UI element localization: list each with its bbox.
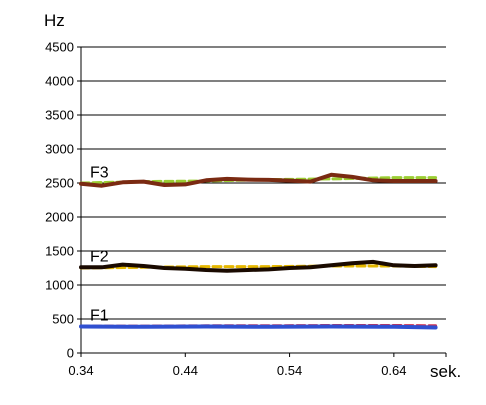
x-tick-label: 0.44 [173, 363, 198, 378]
y-tick-label: 1500 [45, 244, 74, 259]
y-tick-label: 500 [52, 312, 74, 327]
series-line-f2 [79, 259, 438, 273]
series-labels: F3 F2 F1 [90, 165, 109, 325]
y-tick-label: 1000 [45, 278, 74, 293]
series-line-f1 [79, 324, 438, 330]
series-lines [79, 172, 438, 330]
series-label-f2: F2 [90, 248, 109, 265]
y-tick-label: 2500 [45, 176, 74, 191]
y-tick-label: 0 [67, 346, 74, 361]
y-tick-label: 4000 [45, 74, 74, 89]
x-axis-unit-label: sek. [430, 362, 461, 381]
x-tick-label: 0.64 [381, 363, 406, 378]
y-tick-label: 4500 [45, 40, 74, 55]
x-tick-label: 0.34 [68, 363, 93, 378]
y-tick-labels: 0 500 1000 1500 2000 2500 3000 3500 4000 4500 [45, 40, 74, 361]
series-label-f1: F1 [90, 307, 109, 324]
axes [77, 46, 447, 357]
series-line-f3 [79, 172, 438, 188]
y-tick-label: 3500 [45, 108, 74, 123]
x-tick-label: 0.54 [277, 363, 302, 378]
x-tick-labels: 0.34 0.44 0.54 0.64 [68, 363, 406, 378]
series-label-f3: F3 [90, 165, 109, 182]
y-tick-label: 2000 [45, 210, 74, 225]
y-axis-unit-label: Hz [44, 11, 65, 30]
y-tick-label: 3000 [45, 142, 74, 157]
